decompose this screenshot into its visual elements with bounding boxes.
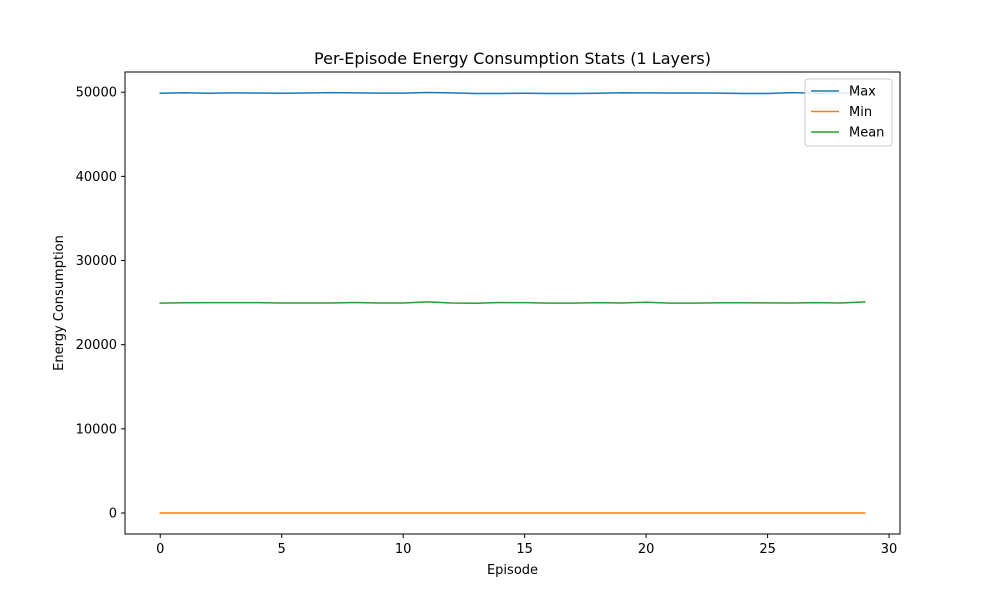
series-line-mean — [159, 301, 866, 304]
x-tick-label: 20 — [638, 542, 655, 557]
plot-frame — [124, 71, 901, 535]
x-axis-label: Episode — [487, 563, 538, 578]
x-tick-label: 5 — [278, 542, 286, 557]
x-tick-label: 30 — [881, 542, 898, 557]
x-tick-label: 0 — [156, 542, 164, 557]
legend-box — [804, 78, 893, 147]
chart-title: Per-Episode Energy Consumption Stats (1 … — [314, 49, 711, 68]
legend-label-max: Max — [849, 85, 876, 100]
legend-label-min: Min — [849, 105, 872, 120]
y-tick-label: 40000 — [76, 170, 117, 185]
series-line-max — [159, 91, 866, 95]
x-tick-label: 15 — [516, 542, 533, 557]
y-tick-label: 20000 — [76, 338, 117, 353]
legend-label-mean: Mean — [849, 126, 884, 141]
y-axis-label: Energy Consumption — [52, 235, 67, 371]
y-axis: 0 10000 20000 30000 40000 50000 — [76, 86, 125, 522]
y-tick-label: 0 — [109, 507, 117, 522]
series-layer — [159, 91, 866, 514]
x-axis: 0 5 10 15 20 25 30 — [156, 534, 897, 557]
x-tick-label: 25 — [759, 542, 776, 557]
x-tick-label: 10 — [395, 542, 412, 557]
y-tick-label: 10000 — [76, 422, 117, 437]
y-tick-label: 30000 — [76, 254, 117, 269]
legend: Max Min Mean — [804, 78, 893, 147]
y-tick-label: 50000 — [76, 86, 117, 101]
